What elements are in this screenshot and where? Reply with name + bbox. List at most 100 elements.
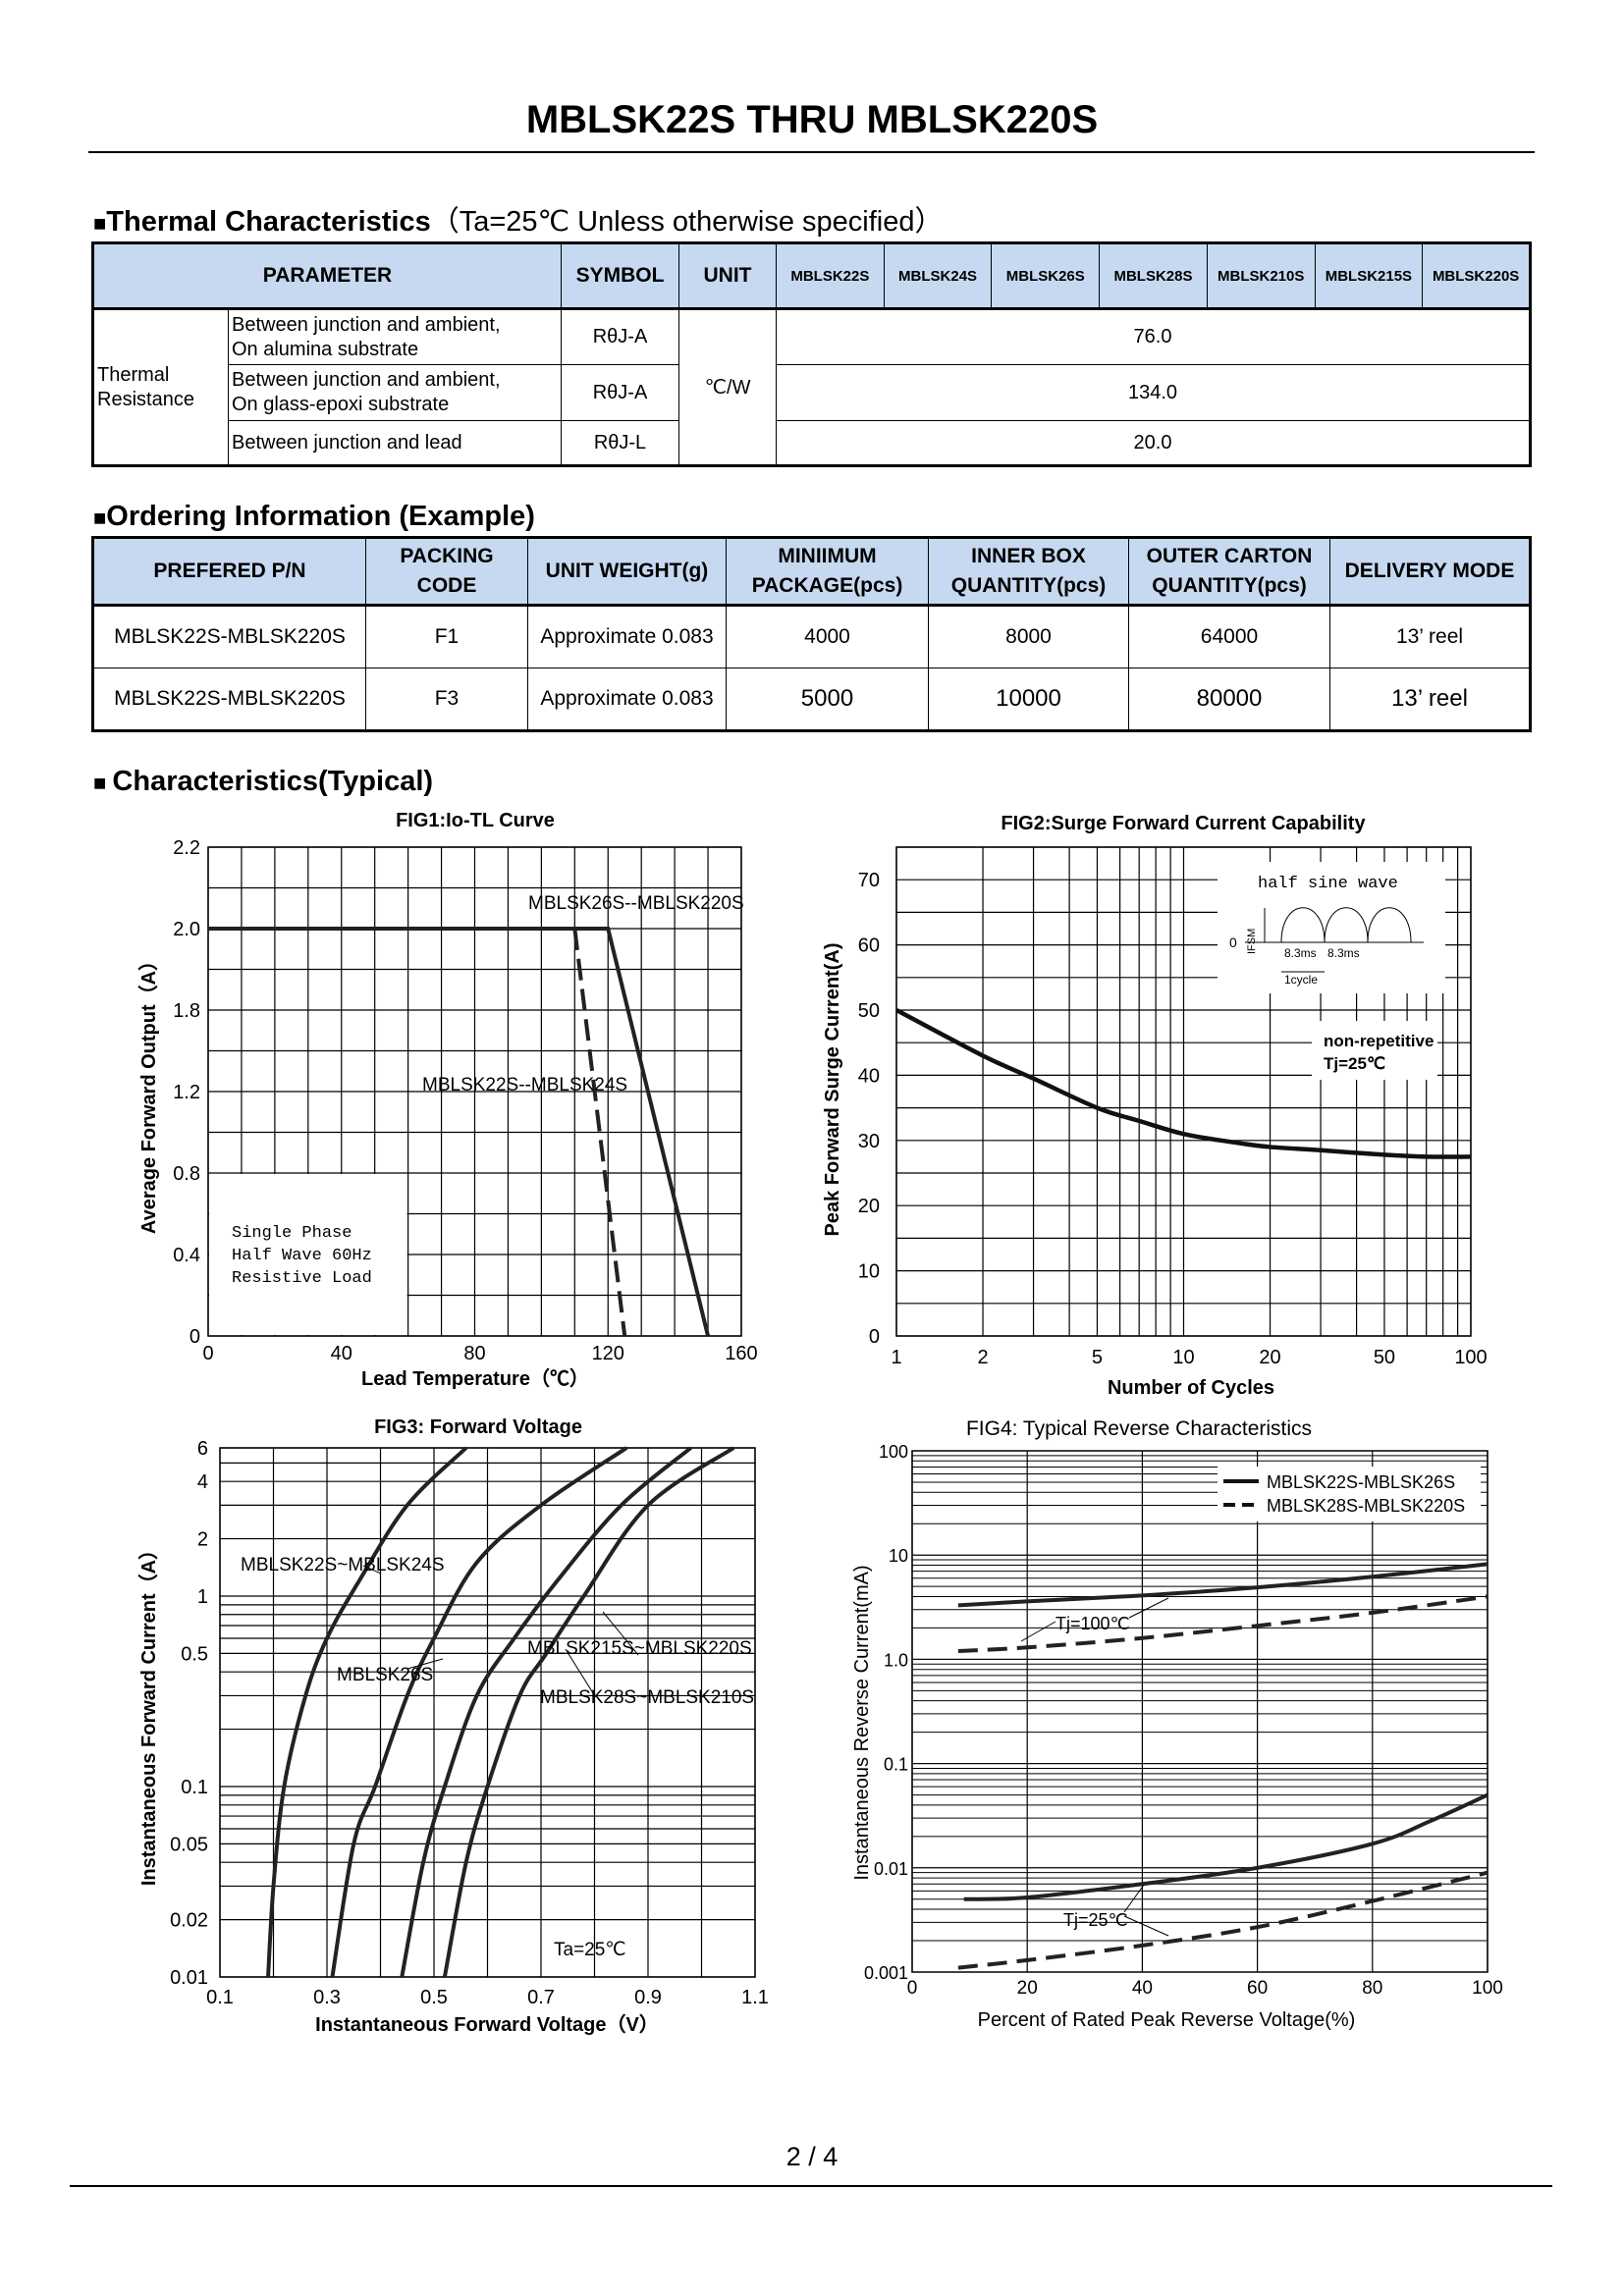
x-tick-label: 0 [202,1343,213,1364]
x-tick-label: 20 [1259,1347,1280,1368]
unit-cell: ℃/W [678,308,778,466]
y-tick-label: 60 [858,935,880,957]
y-tick-label: 2.0 [173,919,200,940]
annotation-box [1312,1021,1437,1080]
x-tick-label: 10 [1172,1347,1194,1368]
x-tick-label: 5 [1092,1347,1103,1368]
y-tick-label: 100 [879,1442,908,1462]
fig1-note: Resistive Load [232,1269,372,1288]
y-tick-label: 0.1 [884,1755,908,1775]
y-tick-label: 0.4 [173,1245,200,1266]
parameter-cell: Between junction and ambient, On alumina … [227,308,563,365]
pointer-line [602,1611,639,1656]
ordering-cell: 10000 [928,667,1129,731]
fig2-chart: 0 10 20 30 40 50 60 70 1 2 5 10 20 50 100 [858,846,1488,1368]
header-line: UNIT WEIGHT(g) [545,560,709,582]
header-line: MINIIMUM [778,545,877,567]
header-line: PREFERED P/N [153,560,306,582]
x-tick-label: 80 [463,1343,485,1364]
ordering-header-cell: UNIT WEIGHT(g) [527,537,727,607]
x-tick-label: 50 [1374,1347,1395,1368]
header-model: MBLSK215S [1314,242,1424,310]
fig1-note: Single Phase [232,1224,352,1243]
series-line [894,1008,1472,1159]
fig1-xlabel: Lead Temperature（℃） [361,1367,589,1390]
ordering-header-cell: INNER BOX QUANTITY(pcs) [928,537,1129,607]
x-tick-label: 40 [1132,1978,1153,1999]
fig4-xlabel: Percent of Rated Peak Reverse Voltage(%) [978,2009,1356,2031]
fig4-chart: 0.001 0.01 0.1 1.0 10 100 0 20 40 60 80 100 [864,1442,1503,1999]
x-tick-label: 1.1 [741,1987,769,2008]
fig1-ylabel: Average Forward Output（A） [137,951,160,1234]
y-tick-label: 0 [189,1326,200,1348]
pointer-line [1123,1915,1169,1937]
thermal-heading: ■Thermal Characteristics（Ta=25℃ Unless o… [93,198,944,240]
fig3-chart: 0.01 0.02 0.05 0.1 0.5 1 2 4 6 0.1 0.3 0.5 0.7 0.9 1.1 [170,1438,769,2008]
ordering-cell: 8000 [928,605,1129,668]
y-tick-label: 0.01 [874,1859,908,1879]
ordering-header-cell: OUTER CARTON QUANTITY(pcs) [1128,537,1330,607]
table-header-row: PARAMETER SYMBOL UNIT MBLSK22S MBLSK24S … [91,242,1531,310]
symbol-cell: RθJ-A [561,364,680,421]
pointer-line [406,1658,444,1670]
y-tick-label: 0 [869,1326,880,1348]
header-line: QUANTITY(pcs) [1152,574,1307,597]
y-tick-label: 1 [197,1586,208,1608]
ordering-cell: 5000 [726,667,929,731]
fig2-ylabel: Peak Forward Surge Current(A) [822,943,843,1237]
symbol-cell: RθJ-A [561,308,680,365]
series-line [400,1446,692,1978]
pointer-line [565,1648,596,1697]
y-tick-label: 1.2 [173,1082,200,1103]
fig2-inset-zero: 0 [1229,934,1237,950]
page-number: 2 / 4 [785,2142,839,2171]
fig2-title: FIG2:Surge Forward Current Capability [1001,813,1366,834]
header-line: DELIVERY MODE [1344,560,1515,582]
document-title: MBLSK22S THRU MBLSK220S [525,98,1099,141]
header-line: INNER BOX [971,545,1086,567]
x-tick-label: 80 [1362,1978,1382,1999]
ordering-cell: MBLSK22S-MBLSK220S [92,667,366,731]
half-sine-arch [1367,907,1412,943]
header-model: MBLSK210S [1206,242,1316,310]
ordering-header-cell: DELIVERY MODE [1329,537,1531,607]
ordering-table: PREFERED P/N PACKING CODE UNIT WEIGHT(g) MIN… [91,536,1532,732]
header-model: MBLSK220S [1422,242,1531,310]
fig3-title: FIG3: Forward Voltage [374,1416,582,1438]
param-line: Between junction and ambient, [232,369,501,391]
ordering-header-cell: MINIIMUM PACKAGE(pcs) [726,537,929,607]
pointer-line [1128,1597,1169,1619]
fig2-inset-ylabel: IFSM [1246,929,1258,954]
inset-box [1218,862,1445,993]
y-tick-label: 0.8 [173,1163,200,1185]
series-line [572,928,627,1337]
y-tick-label: 30 [858,1131,880,1152]
ordering-cell: F3 [365,667,528,731]
series-line [266,1446,468,1978]
value-cell: 76.0 [776,308,1531,365]
x-tick-label: 0.3 [313,1987,341,2008]
table-row: Between junction and lead RθJ-L 20.0 [93,420,1531,466]
fig2-inset-period: 8.3ms [1327,946,1360,960]
characteristics-heading-text: Characteristics(Typical) [112,766,434,797]
fig2-xlabel: Number of Cycles [1108,1377,1274,1399]
y-tick-label: 0.5 [181,1643,208,1665]
y-tick-label: 0.05 [170,1834,208,1855]
fig3-xlabel: Instantaneous Forward Voltage（V） [315,2013,659,2036]
x-tick-label: 2 [977,1347,988,1368]
thermal-condition: （Ta=25℃ Unless otherwise specified） [430,206,944,238]
fig4-annotation: Tj=100℃ [1056,1614,1130,1633]
header-model: MBLSK22S [776,242,885,310]
fig1-series-label: MBLSK26S--MBLSK220S [528,893,744,914]
thermal-table: PARAMETER SYMBOL UNIT MBLSK22S MBLSK24S … [91,241,1532,467]
ordering-cell: F1 [365,605,528,668]
header-symbol: SYMBOL [561,242,680,310]
param-line: On alumina substrate [232,338,419,360]
parameter-cell: Between junction and lead [227,420,563,466]
plot-frame [895,846,1472,1337]
y-tick-label: 20 [858,1196,880,1217]
series-line [957,1870,1489,1970]
header-line: PACKING [400,545,494,567]
fig2-inset-cycle: 1cycle [1284,973,1318,987]
